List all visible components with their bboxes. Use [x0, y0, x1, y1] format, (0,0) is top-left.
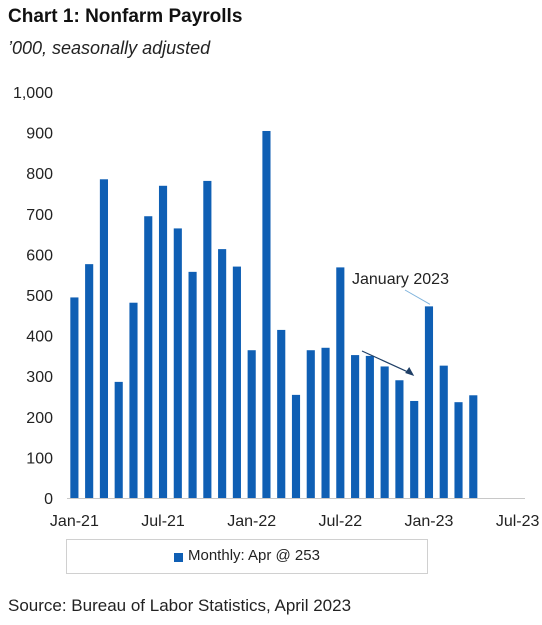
y-tick-label: 600: [26, 247, 53, 264]
bar-aug-21: [173, 228, 182, 498]
x-tick-label: Jul-23: [496, 513, 540, 530]
bar-sep-21: [188, 271, 197, 498]
bar-feb-22: [262, 130, 271, 498]
y-tick-label: 400: [26, 329, 53, 346]
bar-apr-23: [469, 395, 478, 498]
legend: Monthly: Apr @ 253: [66, 539, 428, 574]
chart-title: Chart 1: Nonfarm Payrolls: [8, 6, 243, 27]
bar-oct-22: [380, 366, 389, 498]
x-tick-label: Jul-22: [319, 513, 363, 530]
legend-swatch: [174, 553, 183, 562]
bar-series: [70, 130, 478, 499]
y-tick-label: 300: [26, 369, 53, 386]
bar-jul-21: [158, 185, 168, 498]
bar-apr-22: [291, 394, 301, 498]
bar-jun-22: [321, 347, 330, 498]
annotation-label: January 2023: [352, 271, 449, 288]
y-tick-label: 200: [26, 410, 53, 427]
y-tick-label: 500: [26, 288, 53, 305]
bar-apr-21: [114, 381, 123, 498]
bar-nov-22: [395, 380, 404, 498]
bar-jan-21: [70, 297, 79, 498]
bar-feb-23: [439, 365, 448, 498]
bar-aug-22: [351, 355, 360, 498]
y-tick-label: 100: [26, 450, 53, 467]
bar-sep-22: [365, 355, 374, 498]
legend-label: Monthly: Apr @ 253: [188, 547, 320, 564]
bar-jan-22: [247, 350, 256, 498]
bar-may-21: [129, 302, 138, 498]
bar-may-22: [306, 350, 315, 498]
annotation: January 2023: [352, 271, 449, 376]
annotation-arrow-line: [361, 350, 413, 375]
y-axis: 0 100 200 300 400 500 600 700 800 900 1,000: [13, 85, 53, 508]
bar-mar-23: [454, 402, 463, 498]
y-tick-label: 1,000: [13, 85, 53, 102]
bar-mar-21: [99, 179, 108, 499]
source-note: Source: Bureau of Labor Statistics, Apri…: [8, 596, 352, 615]
y-tick-label: 900: [26, 126, 53, 143]
bar-nov-21: [218, 249, 227, 498]
y-tick-label: 0: [44, 491, 53, 508]
annotation-arrow-head: [405, 366, 415, 376]
bar-dec-21: [232, 266, 241, 498]
x-tick-label: Jan-22: [227, 513, 276, 530]
y-tick-label: 700: [26, 207, 53, 224]
bar-jan-23: [424, 306, 434, 498]
x-tick-label: Jan-23: [405, 513, 454, 530]
annotation-leader-line: [404, 289, 431, 305]
payrolls-bar-chart: 0 100 200 300 400 500 600 700 800 900 1,000 Jan-21…: [13, 85, 540, 530]
bar-jun-21: [144, 216, 153, 498]
y-tick-label: 800: [26, 166, 53, 183]
bar-dec-22: [410, 400, 419, 498]
bar-feb-21: [85, 264, 94, 498]
bar-mar-22: [277, 329, 286, 498]
x-tick-label: Jan-21: [50, 513, 99, 530]
bar-jul-22: [336, 267, 345, 498]
bar-oct-21: [203, 180, 212, 498]
x-tick-label: Jul-21: [141, 513, 185, 530]
chart-subtitle: ’000, seasonally adjusted: [8, 38, 211, 58]
x-axis: Jan-21 Jul-21 Jan-22 Jul-22 Jan-23 Jul-23: [50, 498, 540, 530]
